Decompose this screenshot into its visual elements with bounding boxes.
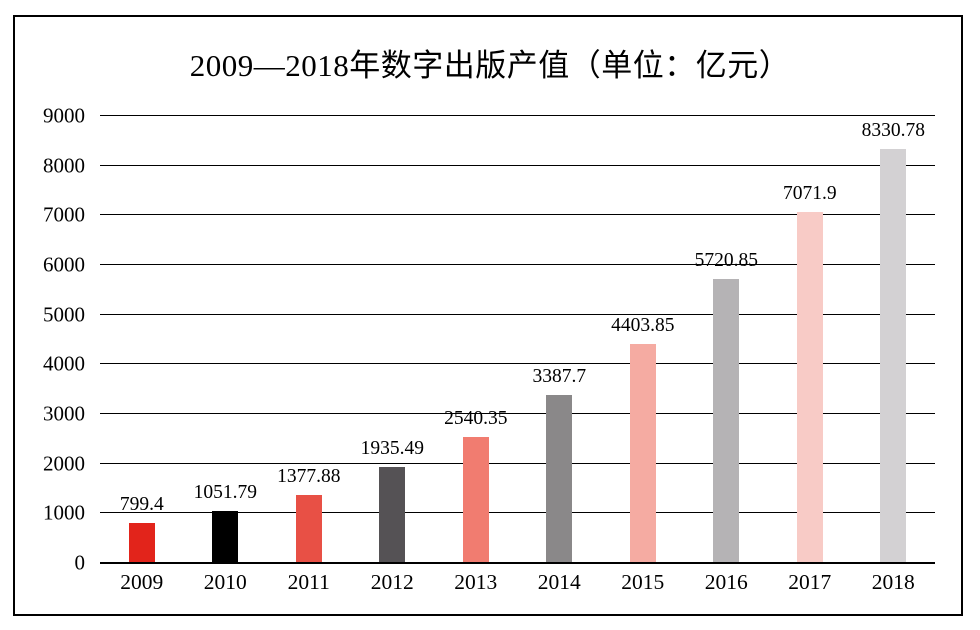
bar: [713, 278, 740, 563]
bar-value-label: 5720.85: [694, 249, 758, 271]
bar-value-label: 4403.85: [611, 315, 675, 337]
y-tick-label: 6000: [43, 252, 85, 277]
plot-area: 799.4 1051.79 1377.88 1935.49 2540.35 3387.7 4…: [100, 115, 935, 564]
y-tick-label: 2000: [43, 451, 85, 476]
y-tick-label: 3000: [43, 401, 85, 426]
gridline: [100, 512, 935, 514]
y-axis-labels: 0 1000 2000 3000 4000 5000 6000 7000 8000 9000: [15, 105, 85, 573]
gridline: [100, 462, 935, 464]
x-tick-label: 2016: [704, 570, 748, 594]
bar: [212, 510, 239, 563]
chart-title: 2009—2018年数字出版产值（单位：亿元）: [189, 48, 791, 83]
y-tick-label: 4000: [43, 351, 85, 376]
y-tick-label: 8000: [43, 153, 85, 178]
y-tick-label: 7000: [43, 202, 85, 227]
bar-value-label: 2540.35: [444, 407, 508, 429]
bar: [629, 344, 656, 563]
x-tick-label: 2018: [871, 570, 915, 594]
y-tick-label: 1000: [43, 500, 85, 525]
y-tick-label: 9000: [43, 103, 85, 128]
bar: [796, 211, 823, 563]
bar: [128, 523, 155, 563]
x-tick-label: 2015: [621, 570, 665, 594]
x-axis-labels: 2009 2010 2011 2012 2013 2014 2015 2016 2017 2018: [100, 570, 935, 602]
x-tick-label: 2011: [287, 570, 330, 594]
bar-value-label: 1935.49: [360, 437, 424, 459]
x-tick-label: 2013: [454, 570, 498, 594]
bar-value-label: 1051.79: [193, 481, 257, 503]
gridline: [100, 264, 935, 266]
bar-value-label: 1377.88: [277, 465, 341, 487]
bar: [880, 149, 907, 563]
bar-value-label: 7071.9: [782, 182, 837, 204]
bar-value-label: 3387.7: [532, 365, 587, 387]
gridline: [100, 413, 935, 415]
y-tick-label: 5000: [43, 302, 85, 327]
y-tick-label: 0: [74, 550, 86, 575]
bar: [462, 436, 489, 563]
bar-value-label: 799.4: [119, 494, 164, 516]
bar-value-label: 8330.78: [861, 120, 925, 142]
gridline: [100, 164, 935, 166]
gridline: [100, 115, 935, 116]
x-tick-label: 2010: [203, 570, 247, 594]
chart-border-frame: [13, 15, 963, 616]
x-tick-label: 2014: [537, 570, 581, 594]
x-tick-label: 2009: [120, 570, 164, 594]
x-tick-label: 2012: [370, 570, 414, 594]
bar: [546, 394, 573, 563]
gridline: [100, 214, 935, 216]
gridline: [100, 313, 935, 315]
x-tick-label: 2017: [788, 570, 832, 594]
x-axis-line: [100, 562, 935, 564]
bar: [295, 494, 322, 563]
gridline: [100, 363, 935, 365]
bar: [379, 466, 406, 563]
